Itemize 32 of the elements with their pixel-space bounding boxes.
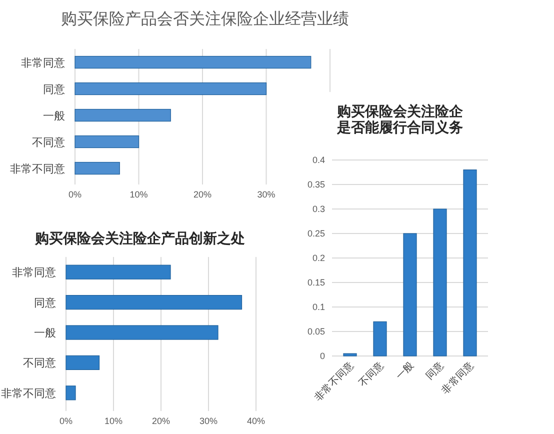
y-tick-label: 同意 (43, 82, 65, 96)
x-tick-label: 0% (68, 190, 82, 200)
y-tick-label: 0.2 (312, 253, 325, 263)
title: 购买保险会关注险企产品创新之处 (35, 230, 245, 246)
x-tick-label: 10% (104, 416, 123, 426)
y-tick-label: 非常不同意 (10, 162, 65, 176)
y-tick-label: 同意 (34, 296, 56, 310)
x-tick-label: 0% (59, 416, 73, 426)
x-tick-label: 一般 (394, 360, 416, 382)
y-tick-label: 0.4 (312, 155, 325, 165)
y-tick-label: 0.05 (307, 326, 325, 336)
y-tick-label: 0.35 (307, 180, 325, 190)
y-tick-label: 0.1 (312, 302, 325, 312)
y-tick-label: 非常同意 (21, 56, 65, 70)
x-tick-label: 20% (152, 416, 170, 426)
x-tick-label: 20% (193, 190, 212, 200)
x-tick-label: 同意 (423, 360, 446, 382)
x-tick-label: 10% (130, 190, 148, 200)
x-tick-label: 30% (257, 190, 276, 200)
y-tick-label: 不同意 (32, 136, 65, 149)
x-tick-label: 40% (246, 416, 266, 426)
x-tick-label: 不同意 (356, 360, 386, 390)
y-tick-label: 0.3 (312, 204, 325, 214)
y-tick-label: 0.15 (307, 278, 325, 288)
y-tick-label: 一般 (43, 110, 65, 122)
y-tick-label: 0 (320, 351, 325, 361)
title: 购买保险产品会否关注保险企业经营业绩 (61, 11, 349, 28)
title: 购买保险会关注险企是否能履行合同义务 (337, 103, 463, 135)
y-tick-label: 一般 (34, 328, 56, 340)
x-tick-label: 30% (199, 416, 218, 426)
y-tick-label: 0.25 (307, 228, 325, 238)
y-tick-label: 非常同意 (12, 266, 56, 280)
